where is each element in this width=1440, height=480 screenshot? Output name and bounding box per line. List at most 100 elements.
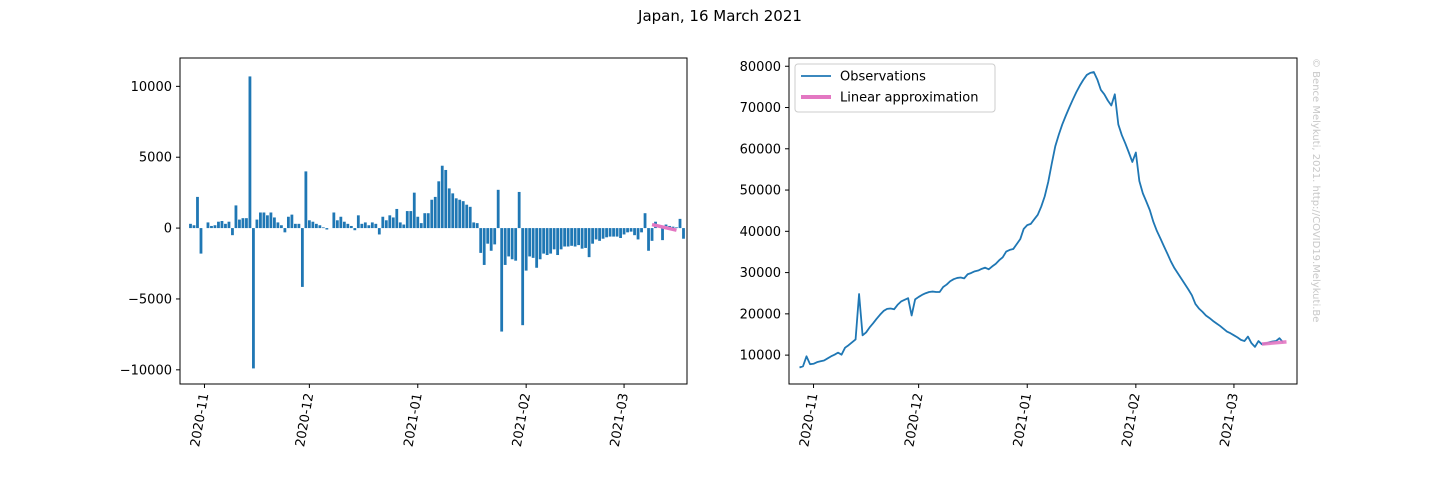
bar [542, 228, 546, 254]
bar [402, 224, 406, 229]
bar [458, 199, 462, 229]
bar [293, 223, 297, 229]
bar [678, 218, 682, 229]
bar [437, 181, 441, 229]
bar [440, 165, 444, 229]
bar [461, 201, 465, 229]
bar [573, 228, 577, 247]
bar [286, 216, 290, 229]
bar [563, 228, 567, 247]
bar [671, 226, 675, 229]
bar [500, 228, 504, 332]
linear-approximation-line [1261, 340, 1287, 346]
bar [416, 216, 420, 229]
legend-box [794, 63, 996, 113]
bar [409, 211, 413, 229]
bar [489, 228, 493, 251]
bar [314, 223, 318, 229]
linear-approximation-line [651, 222, 677, 232]
bar [245, 218, 248, 229]
bar [227, 221, 231, 229]
bar [503, 228, 507, 265]
bar [321, 227, 325, 229]
left-axes-frame [179, 57, 688, 385]
bar [580, 228, 584, 249]
y-tick-label: 50000 [740, 184, 781, 199]
bar [290, 214, 294, 229]
bar [605, 228, 608, 238]
bar [269, 212, 273, 229]
bar [213, 225, 217, 229]
x-tick-label: 2020-12 [902, 392, 926, 448]
bar [325, 228, 329, 230]
bar [594, 228, 598, 240]
bar [192, 225, 196, 229]
bar [612, 228, 615, 237]
bar [311, 221, 315, 229]
bar [300, 228, 304, 287]
bar [682, 228, 685, 239]
y-tick-label: 60000 [740, 142, 781, 157]
x-tick-label: 2020-11 [188, 392, 212, 448]
y-tick-label: 20000 [740, 307, 781, 322]
bar [360, 223, 364, 229]
bar [262, 212, 266, 229]
bar [307, 220, 311, 229]
bar-series [189, 76, 685, 369]
bar [335, 220, 339, 229]
right-axes-frame [788, 57, 1298, 385]
x-tick-label: 2020-11 [797, 392, 821, 448]
bar [451, 193, 455, 229]
bar [395, 208, 399, 229]
bar [231, 228, 234, 236]
bar [210, 225, 213, 229]
x-tick-label: 2021-02 [1120, 392, 1144, 448]
bar [591, 228, 594, 244]
bar [447, 188, 451, 229]
bar [423, 213, 427, 229]
bar [465, 204, 469, 229]
bar [556, 228, 560, 256]
legend-linear-label: Linear approximation [840, 91, 978, 106]
right-y-axis: 80000 70000 60000 50000 40000 30000 20000 10000 [740, 60, 789, 364]
bar [206, 222, 210, 229]
legend-observations-label: Observations [840, 70, 926, 85]
linear-approximation-segment [651, 222, 677, 232]
bar [598, 228, 601, 241]
bar [524, 228, 528, 271]
bar [332, 212, 336, 229]
bar [419, 223, 423, 229]
bar [367, 225, 371, 229]
bar [496, 189, 500, 229]
bar [248, 76, 252, 229]
observations-line [799, 71, 1284, 369]
y-tick-label: 80000 [740, 60, 781, 75]
bar [346, 223, 350, 229]
bar [353, 228, 357, 231]
bar [486, 228, 490, 244]
bar [276, 222, 280, 229]
y-tick-label: 30000 [740, 266, 781, 281]
bar [454, 198, 458, 229]
bar [220, 221, 224, 229]
bar [587, 228, 591, 258]
bar [342, 221, 346, 229]
bar [577, 228, 581, 246]
left-y-axis: 10000 5000 0 −5000 −10000 [120, 80, 180, 378]
y-tick-label: 70000 [740, 101, 781, 116]
bar [189, 223, 192, 229]
bar [412, 192, 416, 229]
bar [217, 221, 220, 229]
bar [339, 216, 343, 229]
bar [318, 225, 322, 229]
bar [538, 228, 542, 260]
bar [647, 228, 650, 251]
bar [398, 222, 402, 229]
bar [297, 223, 301, 229]
bar [304, 171, 308, 229]
right-x-axis: 2020-11 2020-12 2021-01 2021-02 2021-03 [797, 384, 1242, 448]
bar [622, 228, 626, 235]
bar [549, 228, 553, 254]
bar [493, 228, 497, 245]
